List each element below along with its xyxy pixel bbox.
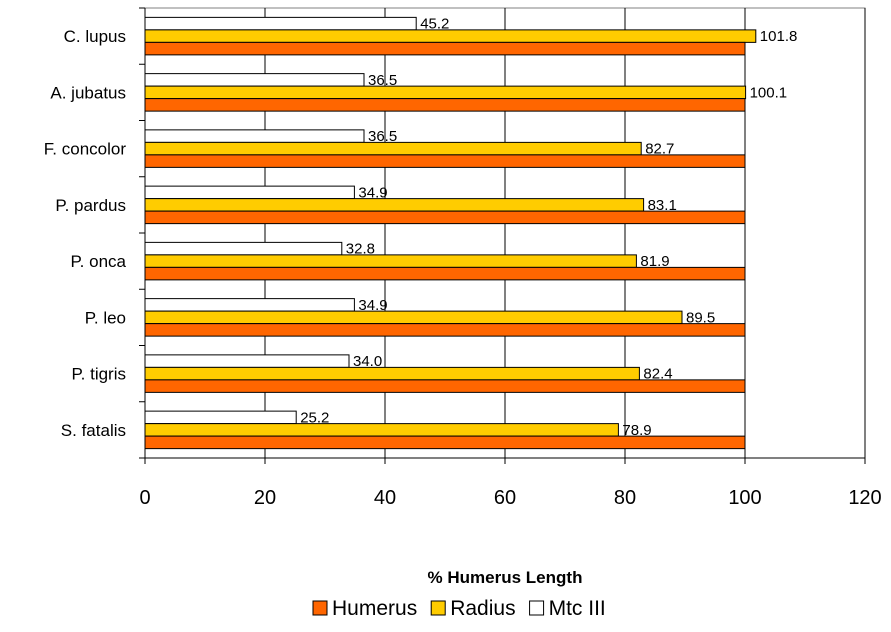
bar-mtc-iii-4 [144, 241, 343, 256]
bar-radius-3 [144, 198, 645, 212]
data-label-mtc-iii-4: 32.8 [346, 241, 375, 258]
x-tick-label-60: 60 [494, 487, 516, 509]
axes [139, 7, 866, 464]
category-label-6: P. tigris [72, 365, 127, 384]
x-tick-labels: 0 20 40 60 80 100 120 [139, 487, 881, 509]
legend-label-radius: Radius [450, 597, 515, 620]
bar-humerus-7 [144, 435, 746, 450]
legend: Humerus Radius Mtc III [312, 597, 606, 620]
category-label-0: C. lupus [64, 27, 126, 46]
bar-mtc-iii-5 [144, 298, 355, 312]
legend-swatch-mtc-iii [529, 600, 545, 616]
bar-mtc-iii-2 [144, 129, 365, 143]
data-label-mtc-iii-3: 34.9 [358, 184, 387, 201]
x-axis-title: % Humerus Length [428, 568, 583, 587]
bar-humerus-0 [144, 41, 746, 56]
data-label-radius-6: 82.4 [643, 366, 672, 383]
data-label-mtc-iii-2: 36.5 [368, 128, 397, 145]
x-tick-label-80: 80 [614, 487, 636, 509]
bar-radius-7 [144, 423, 619, 437]
legend-swatch-radius [430, 600, 446, 616]
bar-mtc-iii-0 [144, 16, 417, 31]
data-label-mtc-iii-7: 25.2 [300, 409, 329, 426]
data-label-mtc-iii-1: 36.5 [368, 72, 397, 89]
bar-radius-0 [144, 29, 757, 43]
x-tick-label-100: 100 [728, 487, 761, 509]
x-tick-label-20: 20 [254, 487, 276, 509]
bar-humerus-5 [144, 323, 746, 337]
bars [144, 16, 757, 450]
bar-mtc-iii-7 [144, 410, 297, 425]
data-label-mtc-iii-6: 34.0 [353, 353, 382, 370]
data-label-radius-3: 83.1 [648, 197, 677, 214]
x-tick-label-120: 120 [848, 487, 881, 509]
x-tick-label-0: 0 [139, 487, 150, 509]
category-labels: C. lupus A. jubatus F. concolor P. pardus P.… [44, 27, 127, 440]
bar-mtc-iii-6 [144, 354, 350, 368]
legend-label-humerus: Humerus [332, 597, 417, 620]
category-label-3: P. pardus [55, 196, 126, 215]
bar-mtc-iii-1 [144, 73, 365, 87]
category-label-2: F. concolor [44, 140, 127, 159]
legend-swatch-humerus [312, 600, 328, 616]
bar-radius-4 [144, 254, 637, 268]
x-tick-label-40: 40 [374, 487, 396, 509]
category-label-7: S. fatalis [61, 421, 126, 440]
bar-humerus-1 [144, 98, 746, 112]
data-label-radius-2: 82.7 [645, 141, 674, 158]
category-label-5: P. leo [85, 308, 126, 327]
data-labels: 45.2 101.8 36.5 100.1 36.5 82.7 34.9 83.1 32.8 81… [300, 16, 797, 439]
data-label-radius-7: 78.9 [622, 422, 651, 439]
bar-radius-5 [144, 310, 683, 325]
data-label-radius-1: 100.1 [750, 84, 788, 101]
data-label-radius-5: 89.5 [686, 309, 715, 326]
category-label-4: P. onca [71, 252, 127, 271]
category-label-1: A. jubatus [50, 83, 126, 102]
data-label-mtc-iii-5: 34.9 [358, 297, 387, 314]
bar-mtc-iii-3 [144, 185, 355, 200]
data-label-radius-4: 81.9 [640, 253, 669, 270]
legend-label-mtc-iii: Mtc III [549, 597, 606, 620]
data-label-mtc-iii-0: 45.2 [420, 16, 449, 33]
bar-radius-6 [144, 366, 640, 381]
bar-radius-1 [144, 85, 747, 100]
data-label-radius-0: 101.8 [760, 28, 798, 45]
